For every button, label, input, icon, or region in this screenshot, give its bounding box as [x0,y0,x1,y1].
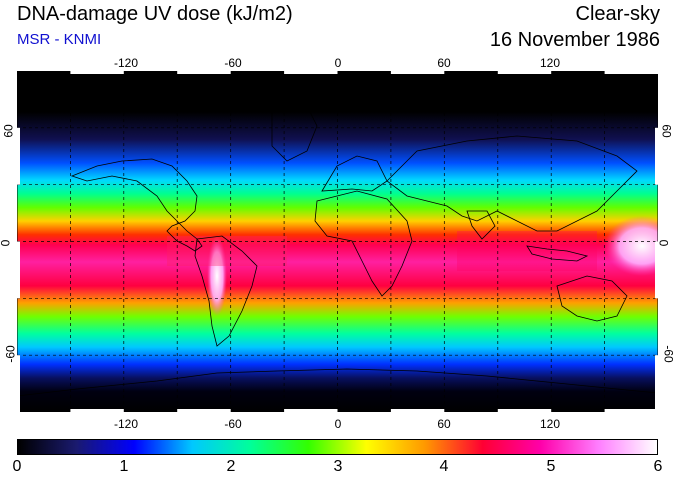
sky-condition-label: Clear-sky [575,3,660,25]
lat-tick-label-right: 60 [659,124,674,138]
graticule [17,71,658,412]
map-title: DNA-damage UV dose (kJ/m2) [17,3,293,25]
high-dose-region [207,236,227,316]
lat-tick-label-right: -60 [661,345,676,363]
lon-tick-label-top: 0 [334,56,342,70]
colorbar-label: 5 [546,458,556,475]
lat-tick-label-left: 60 [1,124,16,138]
lon-tick-label-bottom: 0 [334,417,342,431]
lat-tick-label-left: -60 [3,345,18,363]
lon-tick-label-bottom: 120 [539,417,561,431]
tropical-band-shade [167,236,287,266]
colorbar [17,439,658,455]
colorbar-label: 1 [119,458,129,475]
high-dose-region [604,216,658,276]
lon-tick-label-top: -60 [224,56,242,70]
colorbar-label: 2 [226,458,236,475]
credit-label: MSR - KNMI [17,31,102,48]
lat-tick-label-left: 0 [0,240,12,247]
lon-tick-label-bottom: -120 [113,417,139,431]
lon-tick-label-top: 60 [437,56,451,70]
coastlines [17,105,658,397]
colorbar-label: 3 [333,458,343,475]
lat-tick-label-right: 0 [656,239,671,247]
lon-tick-label-bottom: -60 [224,417,242,431]
tropical-band-shade [457,231,597,271]
date-label: 16 November 1986 [489,29,660,51]
lon-tick-label-bottom: 60 [437,417,451,431]
colorbar-label: 0 [12,458,22,475]
lon-tick-label-top: -120 [113,56,139,70]
uv-dose-map [17,71,658,412]
lon-tick-label-top: 120 [539,56,561,70]
colorbar-label: 4 [439,458,449,475]
colorbar-label: 6 [653,458,663,475]
map-frame [17,71,658,412]
